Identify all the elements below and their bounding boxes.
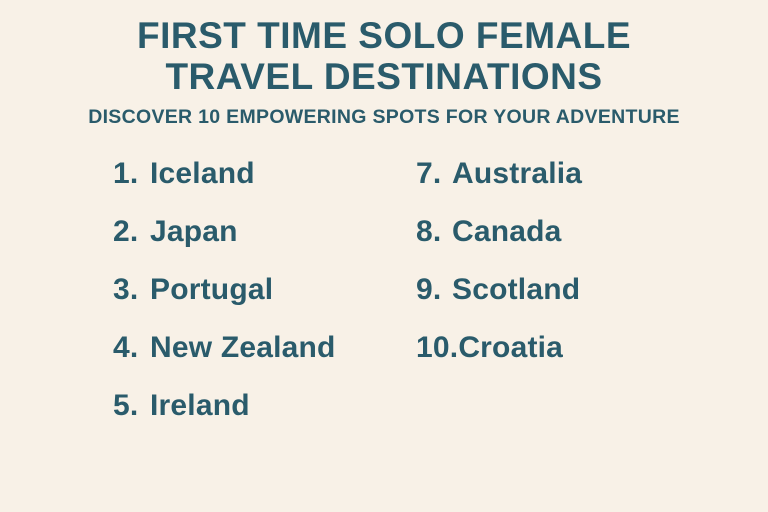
destination-number: 1. (113, 157, 139, 191)
destination-number: 2. (113, 215, 139, 249)
list-item: 8. Canada (416, 203, 716, 261)
destination-number: 7. (416, 157, 442, 191)
destination-number: 4. (113, 331, 139, 365)
destination-number: 8. (416, 215, 442, 249)
destination-name: Iceland (150, 157, 255, 191)
destination-name: Ireland (150, 389, 250, 423)
list-item: 7. Australia (416, 145, 716, 203)
destination-number: 3. (113, 273, 139, 307)
destination-number: 9. (416, 273, 442, 307)
list-item: 3. Portugal (113, 261, 416, 319)
page-title-line-1: FIRST TIME SOLO FEMALE (136, 15, 632, 56)
list-item: 9. Scotland (416, 261, 716, 319)
list-item: 1. Iceland (113, 145, 416, 203)
destination-number: 5. (113, 389, 139, 423)
destination-name: Scotland (452, 273, 581, 307)
list-item: 4. New Zealand (113, 319, 416, 377)
destinations-list: 1. Iceland 2. Japan 3. Portugal 4. New Zeala… (113, 145, 768, 435)
destination-name: Croatia (458, 331, 564, 365)
poster-header: FIRST TIME SOLO FEMALE TRAVEL DESTINATIO… (0, 0, 768, 129)
page-title-line-2: TRAVEL DESTINATIONS (165, 55, 603, 97)
destination-name: Australia (452, 157, 583, 191)
list-item: 2. Japan (113, 203, 416, 261)
destination-name: Canada (452, 215, 562, 249)
destination-number: 10. (416, 331, 459, 365)
destination-name: Portugal (150, 273, 274, 307)
destinations-column-left: 1. Iceland 2. Japan 3. Portugal 4. New Zeala… (113, 145, 416, 435)
destinations-column-right: 7. Australia 8. Canada 9. Scotland 10. Croat… (416, 145, 716, 435)
destination-name: Japan (150, 215, 238, 249)
page-subtitle: DISCOVER 10 EMPOWERING SPOTS FOR YOUR AD… (88, 106, 680, 129)
destination-name: New Zealand (150, 331, 336, 365)
list-item: 5. Ireland (113, 377, 416, 435)
list-item: 10. Croatia (416, 319, 716, 377)
